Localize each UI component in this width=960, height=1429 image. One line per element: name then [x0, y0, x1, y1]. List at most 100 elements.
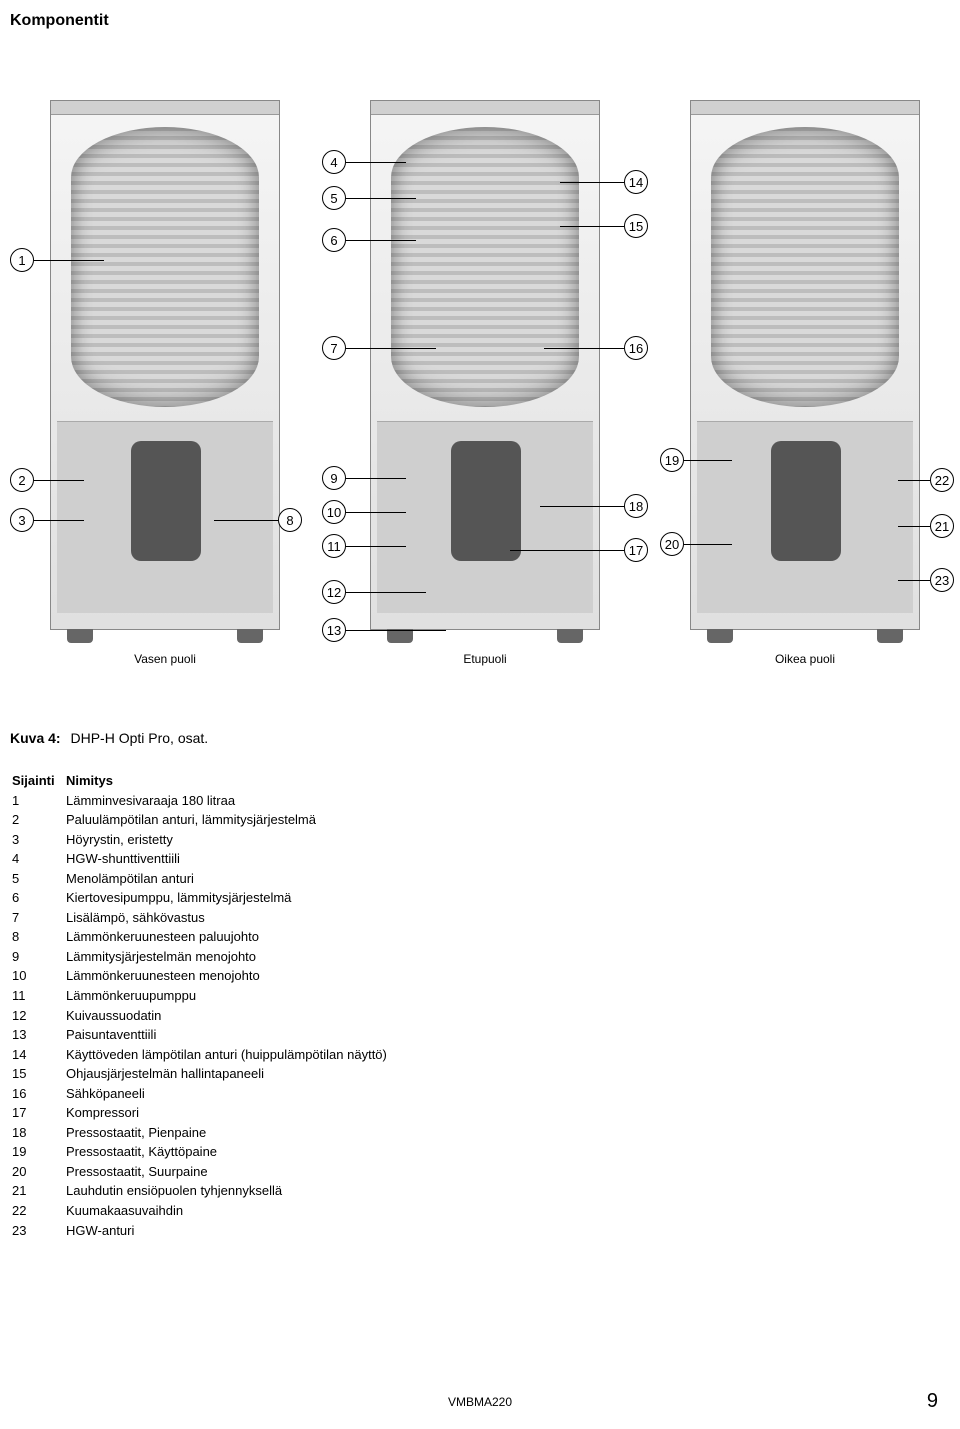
leader-6 [346, 240, 416, 241]
part-number: 5 [12, 870, 64, 888]
header-pos: Sijainti [12, 772, 64, 790]
leader-22 [898, 480, 930, 481]
part-name: Pressostaatit, Pienpaine [66, 1124, 393, 1142]
callout-20: 20 [660, 532, 684, 556]
leader-7 [346, 348, 436, 349]
water-tank [71, 127, 259, 407]
table-row: 9Lämmitysjärjestelmän menojohto [12, 948, 393, 966]
part-name: Lämmönkeruunesteen paluujohto [66, 928, 393, 946]
callout-7: 7 [322, 336, 346, 360]
part-name: Lisälämpö, sähkövastus [66, 909, 393, 927]
callout-17: 17 [624, 538, 648, 562]
part-name: Ohjausjärjestelmän hallintapaneeli [66, 1065, 393, 1083]
part-name: HGW-shunttiventtiili [66, 850, 393, 868]
leader-8 [214, 520, 278, 521]
part-number: 23 [12, 1222, 64, 1240]
leader-4 [346, 162, 406, 163]
callout-19: 19 [660, 448, 684, 472]
unit-feet [67, 629, 263, 643]
unit-right [690, 100, 920, 630]
part-number: 1 [12, 792, 64, 810]
leader-15 [560, 226, 624, 227]
table-row: 16Sähköpaneeli [12, 1085, 393, 1103]
header-name: Nimitys [66, 772, 393, 790]
callout-10: 10 [322, 500, 346, 524]
table-row: 18Pressostaatit, Pienpaine [12, 1124, 393, 1142]
part-name: Lauhdutin ensiöpuolen tyhjennyksellä [66, 1182, 393, 1200]
part-number: 7 [12, 909, 64, 927]
unit-frame-top [51, 101, 279, 115]
compressor-body [771, 441, 841, 561]
callout-3: 3 [10, 508, 34, 532]
table-row: 12Kuivaussuodatin [12, 1007, 393, 1025]
part-number: 8 [12, 928, 64, 946]
part-name: Paisuntaventtiili [66, 1026, 393, 1044]
unit-caption-right: Oikea puoli [690, 652, 920, 666]
part-name: Lämmönkeruupumppu [66, 987, 393, 1005]
part-number: 9 [12, 948, 64, 966]
figure-caption: Kuva 4: DHP-H Opti Pro, osat. [10, 730, 208, 746]
table-row: 19Pressostaatit, Käyttöpaine [12, 1143, 393, 1161]
callout-18: 18 [624, 494, 648, 518]
page-number: 9 [927, 1390, 938, 1413]
compressor-body [451, 441, 521, 561]
unit-feet [387, 629, 583, 643]
part-number: 2 [12, 811, 64, 829]
part-name: Lämminvesivaraaja 180 litraa [66, 792, 393, 810]
callout-22: 22 [930, 468, 954, 492]
callout-16: 16 [624, 336, 648, 360]
part-number: 18 [12, 1124, 64, 1142]
part-number: 20 [12, 1163, 64, 1181]
table-row: 5Menolämpötilan anturi [12, 870, 393, 888]
leader-5 [346, 198, 416, 199]
part-number: 13 [12, 1026, 64, 1044]
footer-doc-code: VMBMA220 [0, 1395, 960, 1409]
callout-6: 6 [322, 228, 346, 252]
leader-14 [560, 182, 624, 183]
part-number: 6 [12, 889, 64, 907]
callout-23: 23 [930, 568, 954, 592]
part-number: 16 [12, 1085, 64, 1103]
table-row: 3Höyrystin, eristetty [12, 831, 393, 849]
part-number: 11 [12, 987, 64, 1005]
callout-12: 12 [322, 580, 346, 604]
table-row: 10Lämmönkeruunesteen menojohto [12, 967, 393, 985]
component-diagram: Vasen puoliEtupuoliOikea puoli1234567891… [0, 70, 960, 710]
unit-left [50, 100, 280, 630]
compressor-body [131, 441, 201, 561]
part-number: 19 [12, 1143, 64, 1161]
table-row: 14Käyttöveden lämpötilan anturi (huippul… [12, 1046, 393, 1064]
table-row: 2Paluulämpötilan anturi, lämmitysjärjest… [12, 811, 393, 829]
table-row: 8Lämmönkeruunesteen paluujohto [12, 928, 393, 946]
leader-3 [34, 520, 84, 521]
part-name: Lämmitysjärjestelmän menojohto [66, 948, 393, 966]
part-number: 3 [12, 831, 64, 849]
part-number: 21 [12, 1182, 64, 1200]
leader-20 [684, 544, 732, 545]
part-name: Pressostaatit, Suurpaine [66, 1163, 393, 1181]
part-name: Pressostaatit, Käyttöpaine [66, 1143, 393, 1161]
callout-21: 21 [930, 514, 954, 538]
part-number: 4 [12, 850, 64, 868]
table-row: 17Kompressori [12, 1104, 393, 1122]
part-name: Käyttöveden lämpötilan anturi (huippuläm… [66, 1046, 393, 1064]
part-number: 10 [12, 967, 64, 985]
figure-caption-text: DHP-H Opti Pro, osat. [70, 730, 208, 746]
unit-feet [707, 629, 903, 643]
table-row: 23HGW-anturi [12, 1222, 393, 1240]
leader-10 [346, 512, 406, 513]
leader-11 [346, 546, 406, 547]
part-name: HGW-anturi [66, 1222, 393, 1240]
callout-11: 11 [322, 534, 346, 558]
table-header-row: Sijainti Nimitys [12, 772, 393, 790]
part-number: 15 [12, 1065, 64, 1083]
water-tank [391, 127, 579, 407]
table-row: 1Lämminvesivaraaja 180 litraa [12, 792, 393, 810]
table-row: 21Lauhdutin ensiöpuolen tyhjennyksellä [12, 1182, 393, 1200]
table-row: 6Kiertovesipumppu, lämmitysjärjestelmä [12, 889, 393, 907]
part-name: Kuivaussuodatin [66, 1007, 393, 1025]
leader-18 [540, 506, 624, 507]
table-row: 11Lämmönkeruupumppu [12, 987, 393, 1005]
leader-16 [544, 348, 624, 349]
part-name: Lämmönkeruunesteen menojohto [66, 967, 393, 985]
